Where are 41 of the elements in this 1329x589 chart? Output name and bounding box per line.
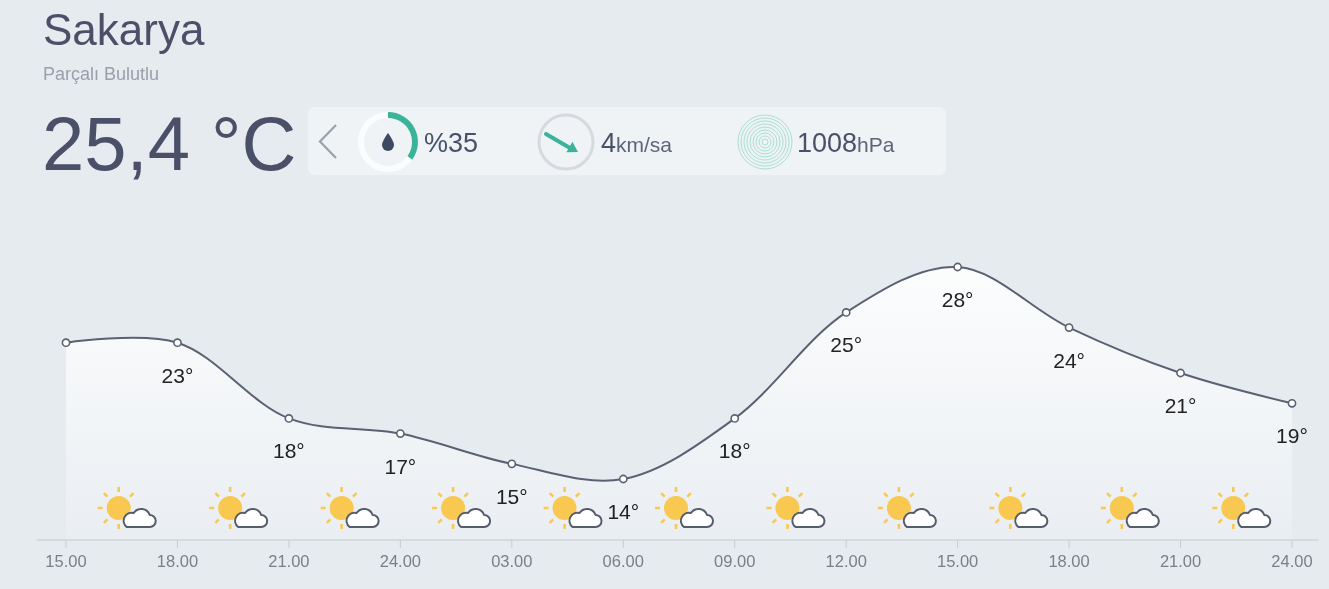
x-tick-label: 06.00	[602, 552, 644, 570]
point	[1287, 398, 1297, 408]
data-label: 18°	[718, 439, 751, 463]
x-tick-label: 24.00	[379, 552, 422, 570]
data-label: 17°	[384, 454, 417, 478]
x-tick-label: 12.00	[825, 552, 867, 570]
x-tick-label: 09.00	[714, 552, 756, 570]
point	[173, 338, 182, 348]
data-label: 15°	[495, 484, 528, 508]
x-tick-label: 21.00	[268, 552, 310, 570]
data-label: 24°	[1053, 348, 1085, 372]
point	[395, 429, 405, 438]
text: 1008hPa	[797, 128, 895, 158]
x-tick-label: 15.00	[45, 552, 87, 570]
text: %35	[424, 128, 479, 158]
x-tick-label: 21.00	[1159, 552, 1202, 570]
x-tick-label: 24.00	[1271, 552, 1313, 570]
point	[1064, 323, 1074, 332]
point	[730, 414, 740, 423]
point	[507, 459, 517, 469]
data-label: 23°	[161, 363, 194, 387]
point	[61, 338, 71, 348]
point	[953, 262, 963, 272]
data-label: 21°	[1164, 394, 1197, 417]
text: 25,4 °C	[42, 101, 297, 186]
data-label: 18°	[273, 439, 305, 463]
point	[841, 308, 851, 317]
data-label: 19°	[1276, 424, 1308, 448]
data-label: 28°	[941, 288, 974, 311]
text: 4km/sa	[601, 128, 673, 158]
chart-title: Sakarya	[43, 5, 205, 54]
point	[618, 474, 628, 484]
x-tick-label: 03.00	[491, 552, 533, 570]
data-label: 14°	[607, 500, 640, 523]
point	[1176, 368, 1185, 378]
x-tick-label: 15.00	[936, 552, 979, 570]
x-tick-label: 18.00	[1048, 552, 1090, 570]
chart-subtitle: Parçalı Bulutlu	[43, 64, 160, 84]
point	[284, 414, 294, 423]
data-label: 25°	[830, 333, 863, 357]
x-tick-label: 18.00	[156, 552, 199, 570]
